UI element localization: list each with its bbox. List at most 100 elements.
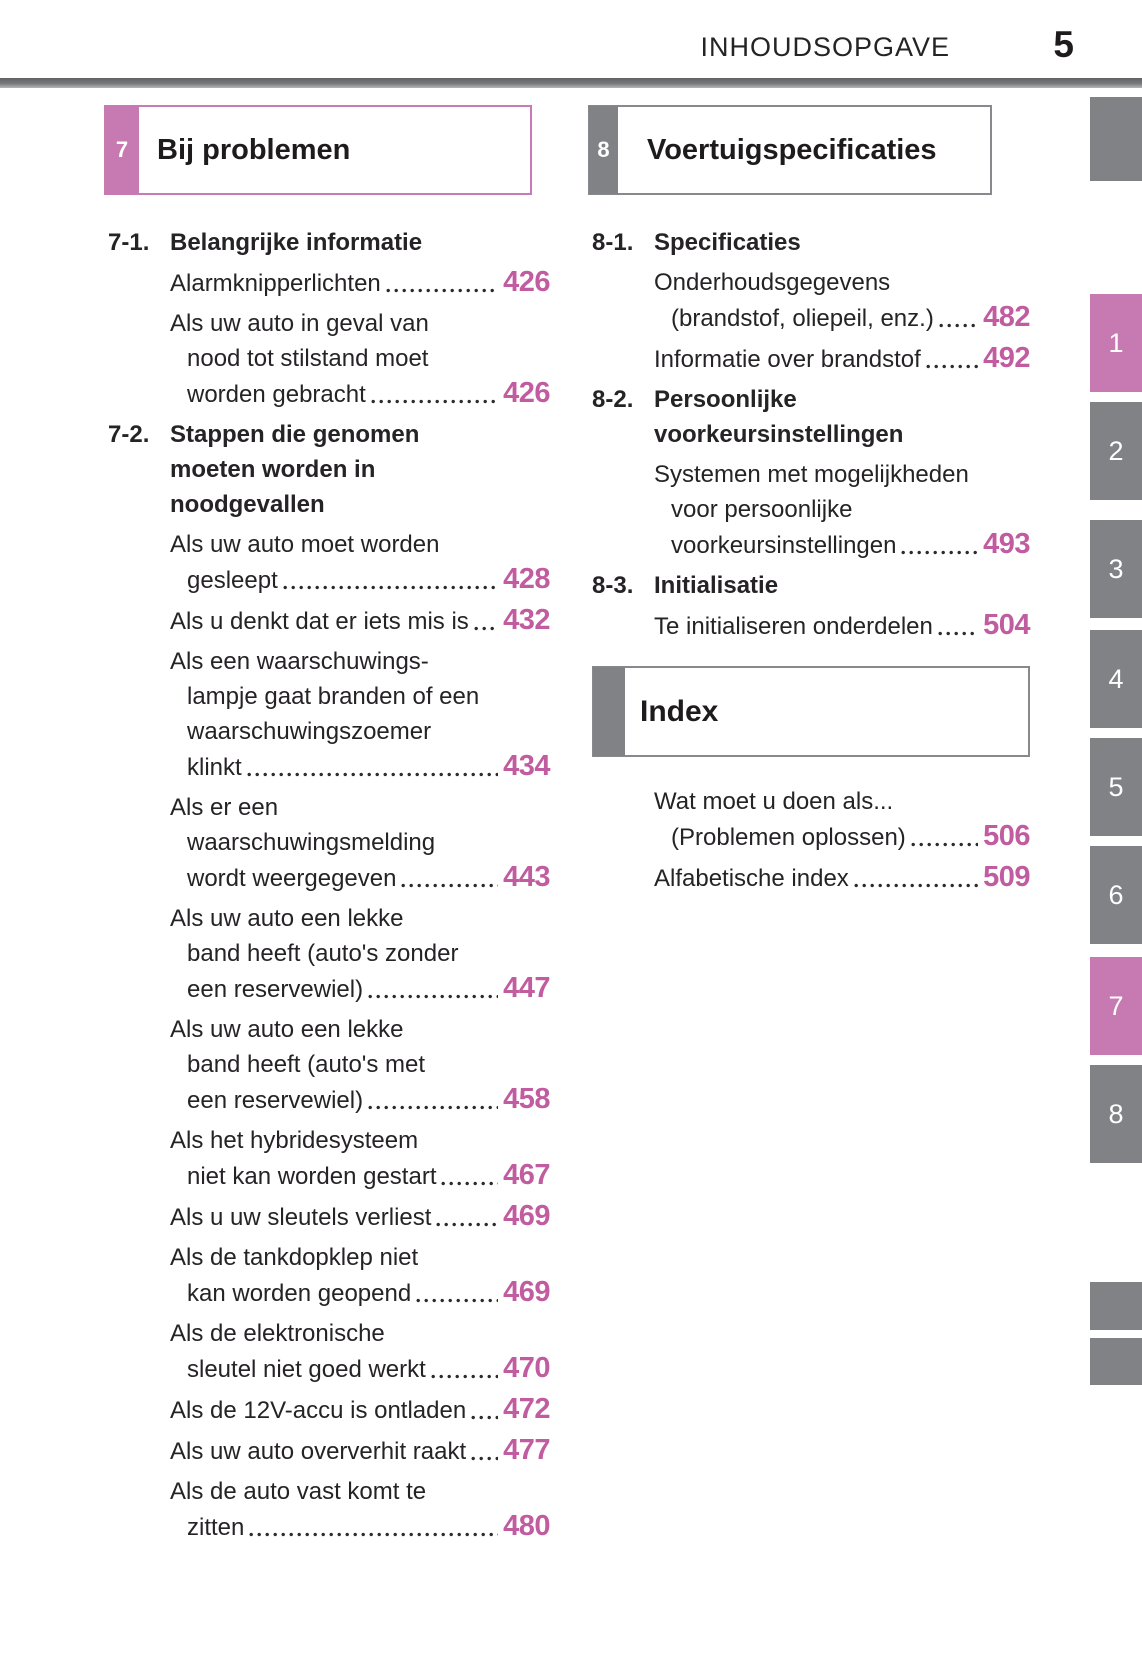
toc-page-number: 469 [503,1200,550,1232]
toc-page-number: 469 [503,1276,550,1308]
toc-section-heading[interactable]: Stappen die genomen 7-2. moeten worden in n… [108,417,550,522]
toc-entry-line: Als het hybridesysteem [170,1127,419,1154]
toc-entry-line: Onderhoudsgegevens [654,269,891,296]
toc-entry[interactable]: Als een waarschuwings-lampje gaat brande… [108,644,550,785]
toc-entry[interactable]: Als uw auto een lekke band heeft (auto's … [108,901,550,1007]
toc-page-number: 458 [503,1083,550,1115]
toc-page-number: 506 [983,820,1030,852]
toc-entry[interactable]: Wat moet u doen als... (Problemen oplosse… [592,784,1030,855]
toc-entry-row: voorkeursinstellingen 493 [592,527,1030,563]
chapter-tab-1[interactable]: 1 [1090,294,1142,392]
toc-entry-row: Als u uw sleutels verliest 469 [108,1199,550,1235]
toc-entry-line: band heeft (auto's met [187,1051,426,1078]
toc-section-heading[interactable]: Specificaties 8-1. [592,225,1030,260]
toc-entry-row: klinkt 434 [108,749,550,785]
toc-entry[interactable]: Als uw auto een lekke band heeft (auto's … [108,1012,550,1118]
chapter-tab-2[interactable]: 2 [1090,402,1142,500]
toc-entry-row: Te initialiseren onderdelen 504 [592,608,1030,644]
toc-left-column: Belangrijke informatie 7-1. Alarmknipperli… [108,225,550,1545]
toc-page-number: 492 [983,342,1030,374]
toc-right-column: Specificaties 8-1. Onderhoudsgegevens (bran… [592,225,1030,896]
chapter-tab-4[interactable]: 4 [1090,630,1142,728]
toc-entry[interactable]: Als de 12V-accu is ontladen 472 [108,1392,550,1428]
dot-leader [473,626,499,631]
dot-leader [370,399,499,404]
toc-entry[interactable]: Als uw auto in geval van nood tot stilsta… [108,306,550,412]
toc-entry-text: (brandstof, oliepeil, enz.) [671,305,934,332]
toc-entry-row: Informatie over brandstof 492 [592,341,1030,377]
toc-entry-text: zitten [187,1514,245,1541]
toc-page-number: 426 [503,266,550,298]
toc-entry-row: wordt weergegeven 443 [108,860,550,896]
toc-entry-row: Alarmknipperlichten 426 [108,265,550,301]
toc-page-number: 509 [983,861,1030,893]
toc-entry-line: Als de elektronische [170,1320,385,1347]
toc-entry-text: niet kan worden gestart [187,1163,437,1190]
toc-entry-text: worden gebracht [187,381,366,408]
toc-entry-line: voor persoonlijke [671,496,853,523]
toc-page-number: 472 [503,1393,550,1425]
toc-entry-text: Als u denkt dat er iets mis is [170,608,469,635]
dot-leader [901,550,979,555]
toc-entry-row: Als de 12V-accu is ontladen 472 [108,1392,550,1428]
toc-page-number: 467 [503,1159,550,1191]
toc-section-title-line: Stappen die genomen 7-2. [108,417,550,452]
dot-leader [401,883,499,888]
toc-entry[interactable]: Informatie over brandstof 492 [592,341,1030,377]
dot-leader [910,842,979,847]
toc-entry-text: Te initialiseren onderdelen [654,613,933,640]
toc-entry-row: een reservewiel) 458 [108,1082,550,1118]
toc-entry[interactable]: Alarmknipperlichten 426 [108,265,550,301]
toc-section-id: 8-1. [592,229,634,256]
toc-section-title-line: moeten worden in [170,456,376,483]
toc-entry[interactable]: Als de elektronische sleutel niet goed we… [108,1316,550,1387]
toc-entry[interactable]: Als uw auto moet worden gesleept 428 [108,527,550,598]
toc-entry[interactable]: Systemen met mogelijkheden voor persoonli… [592,457,1030,563]
toc-entry[interactable]: Als de auto vast komt te zitten 480 [108,1474,550,1545]
toc-section-heading[interactable]: Initialisatie 8-3. [592,568,1030,603]
toc-entry[interactable]: Als u denkt dat er iets mis is 432 [108,603,550,639]
toc-page-number: 477 [503,1434,550,1466]
toc-entry[interactable]: Als het hybridesysteem niet kan worden ge… [108,1123,550,1194]
index-box-title: Index [640,695,719,728]
index-box[interactable]: Index [592,666,1030,757]
toc-section-heading[interactable]: Belangrijke informatie 7-1. [108,225,550,260]
toc-entry[interactable]: Als de tankdopklep niet kan worden geopen… [108,1240,550,1311]
toc-section-heading[interactable]: Persoonlijke 8-2. voorkeursinstellingen [592,382,1030,452]
toc-entry-text: voorkeursinstellingen [671,532,897,559]
chapter-tab-7[interactable]: 7 [1090,957,1142,1055]
header-rule [0,78,1142,88]
toc-entry[interactable]: Onderhoudsgegevens (brandstof, oliepeil, … [592,265,1030,336]
rail-square-bottom-1 [1090,1282,1142,1330]
toc-entry-text: kan worden geopend [187,1280,412,1307]
dot-leader [441,1181,499,1186]
chapter-tab-5[interactable]: 5 [1090,738,1142,836]
chapter-tab-8[interactable]: 8 [1090,1065,1142,1163]
toc-entry[interactable]: Te initialiseren onderdelen 504 [592,608,1030,644]
chapter-tab-6[interactable]: 6 [1090,846,1142,944]
dot-leader [282,585,499,590]
toc-page-number: 480 [503,1510,550,1542]
toc-entry[interactable]: Als uw auto oververhit raakt 477 [108,1433,550,1469]
dot-leader [937,631,979,636]
toc-entry-line: Wat moet u doen als... [654,788,894,815]
chapter-tab-3[interactable]: 3 [1090,520,1142,618]
toc-section-id: 8-2. [592,386,634,413]
toc-entry[interactable]: Als u uw sleutels verliest 469 [108,1199,550,1235]
toc-entry[interactable]: Als er een waarschuwingsmelding wordt weer… [108,790,550,896]
toc-entry-text: Als u uw sleutels verliest [170,1204,432,1231]
dot-leader [471,1415,499,1420]
toc-section-title-line: Belangrijke informatie 7-1. [108,225,550,260]
toc-entry-line: Als een waarschuwings- [170,648,429,675]
dot-leader [430,1374,499,1379]
toc-entry-text: een reservewiel) [187,976,364,1003]
toc-entry[interactable]: Alfabetische index 509 [592,860,1030,896]
toc-entry-line: Systemen met mogelijkheden [654,461,969,488]
dot-leader [385,288,499,293]
toc-entry-row: Als uw auto oververhit raakt 477 [108,1433,550,1469]
dot-leader [925,364,979,369]
toc-page-number: 470 [503,1352,550,1384]
chapter-7-box[interactable]: 7 Bij problemen [104,105,532,195]
chapter-8-box[interactable]: 8 Voertuigspecificaties [588,105,992,195]
